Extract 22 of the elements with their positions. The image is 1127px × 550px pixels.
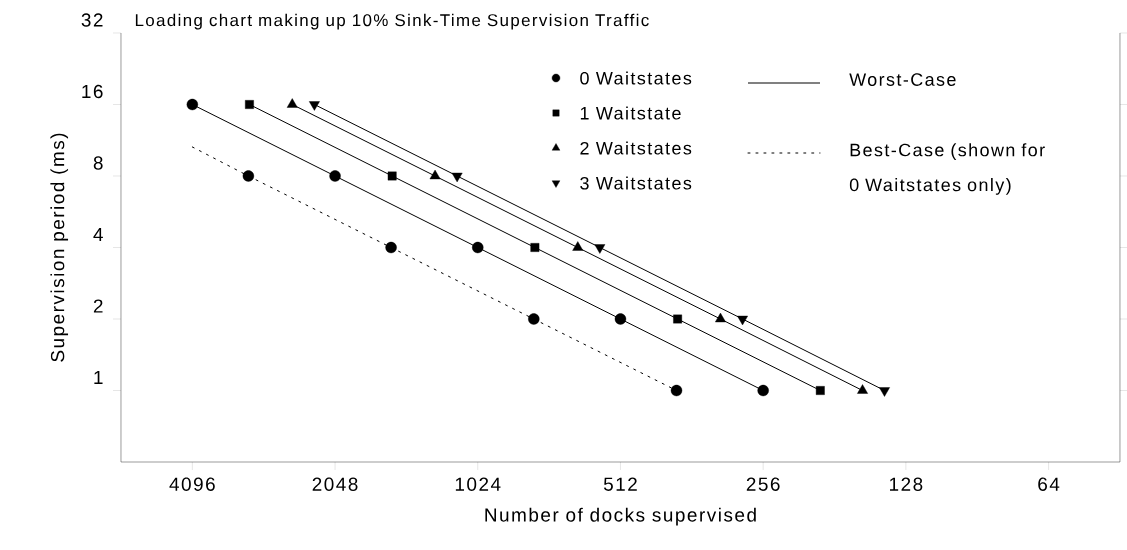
x-axis-title: Number of docks supervised (485, 507, 756, 526)
y-tick-label: 16 (82, 84, 103, 99)
y-tick-label: 8 (93, 156, 103, 170)
legend-label: 1 Waitstate (580, 106, 681, 120)
y-tick-label: 1 (94, 370, 103, 385)
y-axis-title: Supervision period (ms) (50, 133, 69, 362)
y-tick-label: 4 (93, 227, 103, 242)
legend-label: 0 Waitstates (580, 71, 692, 85)
x-tick-label: 4096 (169, 477, 215, 491)
x-tick-label: 64 (1038, 477, 1060, 491)
x-tick-label: 128 (890, 477, 923, 491)
chart-title: Loading chart making up 10% Sink-Time Supervision Traffic (135, 13, 649, 30)
legend-label: 2 Waitstates (580, 141, 692, 155)
x-tick-label: 256 (746, 477, 780, 491)
y-tick-label: 32 (81, 13, 103, 27)
legend-label: Best-Case (shown for 0 Waitstates only) (849, 143, 1045, 195)
legend-label: 3 Waitstates (580, 176, 692, 190)
x-tick-label: 2048 (312, 477, 358, 491)
y-tick-label: 2 (93, 299, 103, 313)
legend-label: Worst-Case (849, 73, 956, 86)
x-tick-label: 512 (603, 477, 637, 491)
x-tick-label: 1024 (455, 477, 501, 491)
